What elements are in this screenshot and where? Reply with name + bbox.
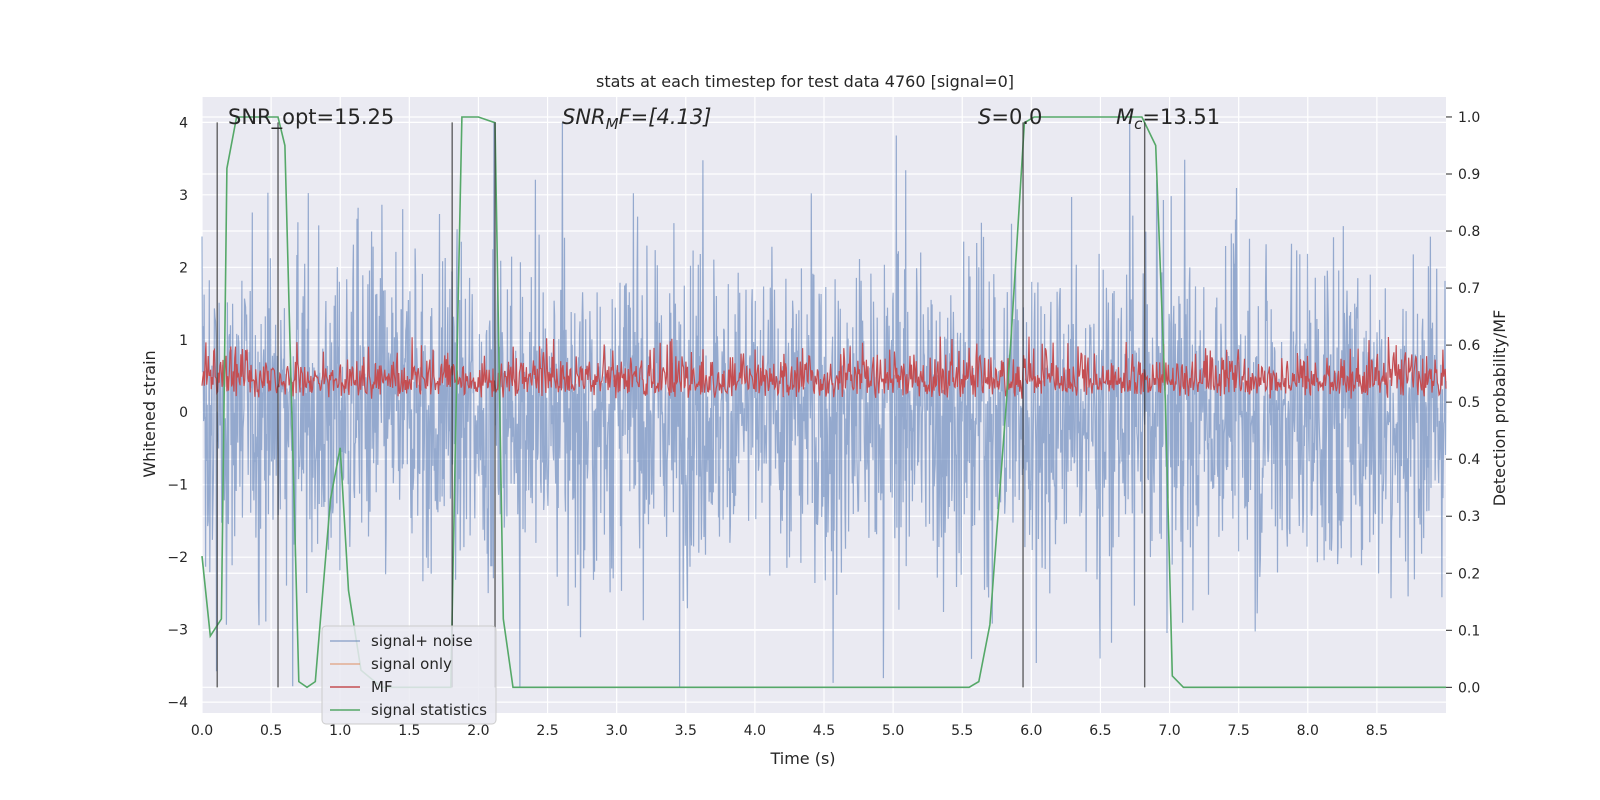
legend-label-signal-statistics: signal statistics [371,701,487,719]
legend-label-signal-noise: signal+ noise [371,632,473,650]
y-axis-title-right: Detection probability/MF [1490,310,1509,507]
y-tick-label-left: −3 [167,623,188,639]
y-tick-label-left: 0 [179,405,188,421]
annotation-snr-opt: SNR_opt=15.25 [228,105,394,130]
mf-line [201,336,1447,399]
x-tick-label: 3.0 [606,723,628,739]
y-tick-label-right: 0.0 [1458,680,1480,696]
mc-rest: =13.51 [1142,105,1220,129]
y-tick-label-left: 3 [179,188,188,204]
snr-mf-prefix: SNR [562,105,606,129]
x-tick-label: 5.0 [882,723,904,739]
annotation-snr-mf: SNRMF=[4.13] [562,105,711,133]
mc-prefix: M [1116,105,1134,129]
x-tick-label: 8.5 [1366,723,1388,739]
signal-plus-noise-line [201,122,1447,688]
x-tick-label: 1.0 [329,723,351,739]
mf-series [201,336,1447,399]
x-tick-label: 2.0 [467,723,489,739]
y-ticks-right: 1.0 0.9 0.8 0.7 0.6 0.5 0.4 0.3 0.2 0.1 0.0 [1446,110,1480,696]
legend-label-signal-only: signal only [371,655,452,673]
y-tick-label-left: 2 [179,260,188,276]
x-ticks: 0.0 0.5 1.0 1.5 2.0 2.5 3.0 3.5 4.0 4.5 5.0 5.5 6.0 6… [191,723,1388,739]
legend-box [321,625,497,725]
x-axis-title: Time (s) [769,749,835,768]
x-tick-label: 5.5 [951,723,973,739]
y-tick-label-right: 0.7 [1458,281,1480,297]
y-tick-label-left: 1 [179,333,188,349]
x-tick-label: 4.5 [813,723,835,739]
y-ticks-left: 4 3 2 1 0 −1 −2 −3 −4 [167,115,188,711]
y-tick-label-right: 0.9 [1458,167,1480,183]
x-tick-label: 4.0 [744,723,766,739]
x-tick-label: 2.5 [536,723,558,739]
vertical-markers [216,122,1146,688]
x-tick-label: 6.5 [1089,723,1111,739]
y-tick-label-left: −2 [167,550,188,566]
x-tick-label: 8.0 [1297,723,1319,739]
snr-mf-rest: F=[4.13] [619,105,712,129]
x-tick-label: 0.5 [260,723,282,739]
x-tick-label: 0.0 [191,723,213,739]
y-tick-label-right: 0.5 [1458,395,1480,411]
legend: signal+ noise signal only MF signal stat… [321,625,497,725]
annotation-s: S=0.0 [978,105,1042,129]
y-tick-label-right: 1.0 [1458,110,1480,126]
chart-title: stats at each timestep for test data 476… [596,72,1014,91]
s-prefix: S [978,105,991,129]
annotation-mc: Mc=13.51 [1116,105,1220,133]
y-tick-label-right: 0.1 [1458,623,1480,639]
y-tick-label-right: 0.3 [1458,509,1480,525]
y-tick-label-right: 0.6 [1458,338,1480,354]
y-tick-label-right: 0.4 [1458,452,1480,468]
x-tick-label: 1.5 [398,723,420,739]
y-tick-label-right: 0.8 [1458,224,1480,240]
x-tick-label: 7.0 [1158,723,1180,739]
snr-mf-sub: M [606,115,619,133]
x-tick-label: 6.0 [1020,723,1042,739]
s-rest: =0.0 [991,105,1042,129]
y-tick-label-left: −1 [167,478,188,494]
y-tick-label-left: 4 [179,115,188,131]
x-tick-label: 3.5 [675,723,697,739]
legend-label-mf: MF [371,678,393,696]
y-tick-label-left: −4 [167,695,188,711]
x-tick-label: 7.5 [1228,723,1250,739]
signal-plus-noise-series [201,122,1447,688]
y-tick-label-right: 0.2 [1458,566,1480,582]
mc-sub: c [1134,115,1143,133]
y-axis-title-left: Whitened strain [140,350,159,477]
